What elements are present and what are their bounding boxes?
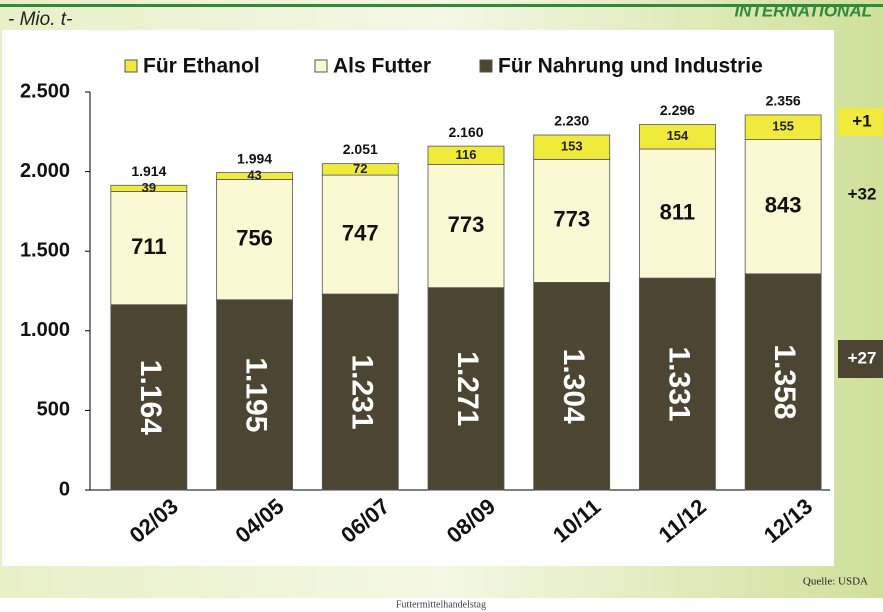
- y-tick-label: 2.500: [20, 80, 70, 102]
- annotation: +32: [848, 184, 877, 203]
- total-label: 1.914: [131, 163, 166, 179]
- value-label: 116: [456, 147, 477, 162]
- value-label: 773: [448, 212, 485, 237]
- value-label: 747: [342, 220, 379, 245]
- legend-swatch: [125, 60, 137, 72]
- value-label: 1.271: [451, 351, 484, 426]
- annotation: +27: [848, 348, 877, 367]
- value-label: 1.304: [557, 349, 590, 424]
- value-label: 43: [247, 167, 261, 182]
- legend-label: Für Ethanol: [143, 55, 260, 78]
- y-tick-label: 0: [59, 478, 70, 500]
- annotation: +1: [852, 111, 871, 130]
- y-tick-label: 500: [37, 399, 70, 421]
- y-tick-label: 1.500: [20, 239, 70, 261]
- legend-label: Als Futter: [333, 55, 431, 78]
- total-label: 2.160: [448, 124, 483, 140]
- value-label: 756: [236, 225, 273, 250]
- footer: Futtermittelhandelstag: [396, 599, 486, 610]
- source: Quelle: USDA: [803, 576, 868, 588]
- value-label: 1.231: [345, 354, 378, 429]
- legend-label: Für Nahrung und Industrie: [498, 55, 763, 78]
- value-label: 773: [553, 207, 590, 232]
- total-label: 2.356: [766, 93, 801, 109]
- y-tick-label: 1.000: [20, 319, 70, 341]
- value-label: 843: [765, 193, 802, 218]
- logo-text: INTERNATIONAL: [734, 1, 872, 20]
- value-label: 1.164: [134, 360, 167, 435]
- value-label: 153: [561, 139, 583, 154]
- value-label: 154: [667, 128, 689, 143]
- legend-swatch: [480, 60, 492, 72]
- total-label: 2.296: [660, 102, 695, 118]
- value-label: 811: [660, 199, 696, 224]
- legend-swatch: [315, 60, 327, 72]
- total-label: 2.230: [554, 113, 589, 129]
- value-label: 39: [142, 180, 156, 195]
- value-label: 1.331: [663, 347, 696, 422]
- total-label: 2.051: [343, 141, 378, 157]
- value-label: 1.358: [768, 344, 801, 419]
- value-label: 155: [772, 119, 794, 134]
- chart: - Mio. t- INTERNATIONAL Quelle: USDA Fut…: [0, 0, 883, 612]
- value-label: 711: [131, 234, 167, 259]
- unit-label: - Mio. t-: [8, 9, 72, 30]
- value-label: 72: [353, 161, 367, 176]
- value-label: 1.195: [240, 357, 273, 432]
- y-tick-label: 2.000: [20, 160, 70, 182]
- total-label: 1.994: [237, 150, 272, 166]
